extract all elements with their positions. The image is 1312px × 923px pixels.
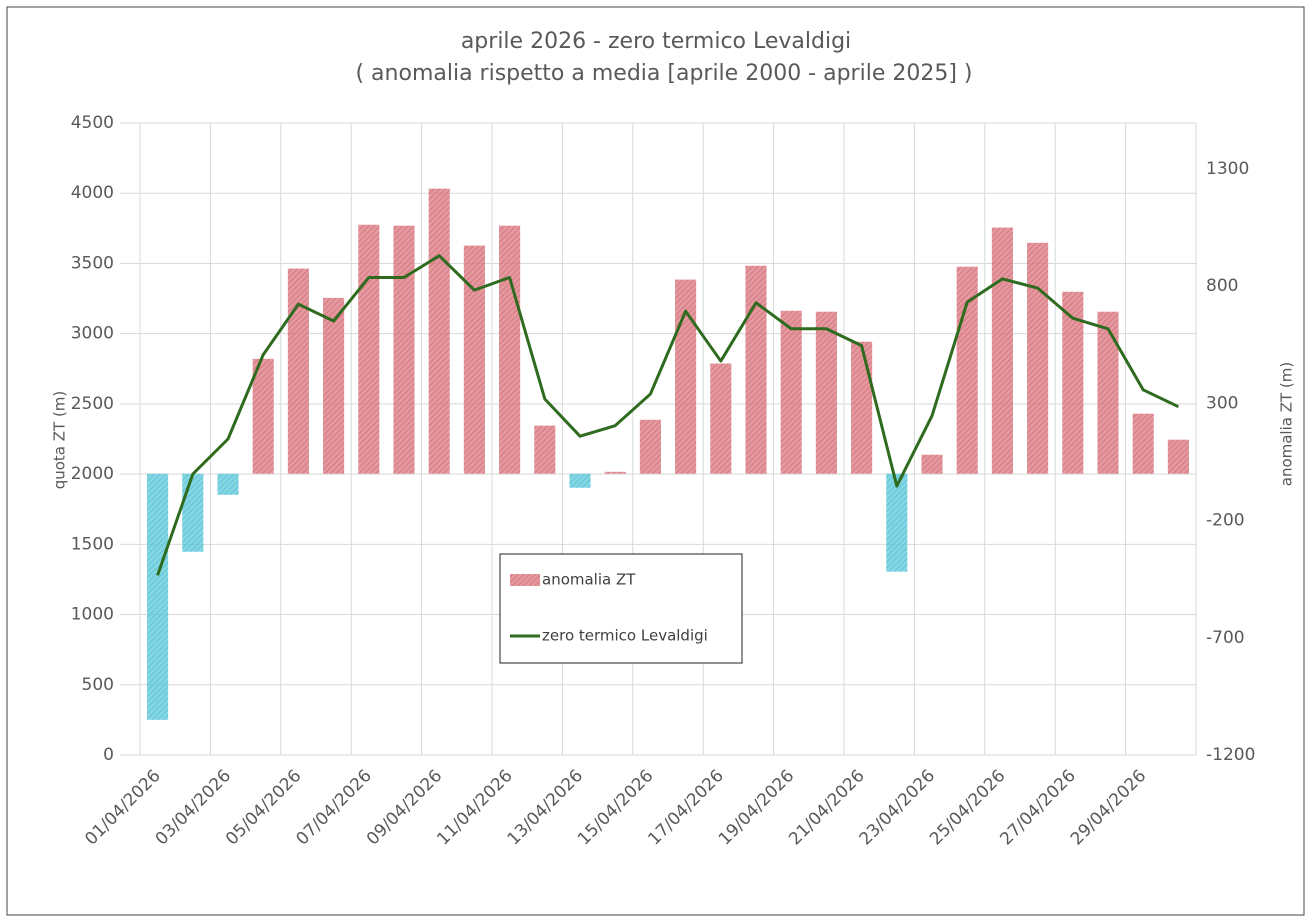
bar bbox=[217, 473, 239, 495]
chart-subtitle: ( anomalia rispetto a media [aprile 2000… bbox=[355, 61, 972, 86]
y2-tick-label: -200 bbox=[1206, 511, 1245, 531]
bar bbox=[1167, 439, 1189, 474]
bar bbox=[499, 225, 521, 474]
bar bbox=[252, 358, 274, 474]
bar bbox=[358, 224, 380, 474]
bar bbox=[710, 363, 732, 474]
y-tick-label: 0 bbox=[103, 745, 114, 765]
y-tick-label: 4000 bbox=[71, 183, 114, 203]
line bbox=[156, 254, 1180, 576]
bar bbox=[886, 473, 908, 572]
bar bbox=[428, 188, 450, 474]
y-tick-label: 1500 bbox=[71, 534, 114, 554]
bar bbox=[534, 425, 556, 474]
y-tick-label: 2000 bbox=[71, 464, 114, 484]
bar bbox=[569, 473, 591, 488]
y-tick-label: 3500 bbox=[71, 253, 114, 273]
bar bbox=[991, 227, 1013, 474]
y2-tick-label: -1200 bbox=[1206, 745, 1255, 765]
y2-tick-label: -700 bbox=[1206, 628, 1245, 648]
y-axis-title: quota ZT (m) bbox=[51, 391, 69, 490]
bar bbox=[463, 245, 485, 474]
bar bbox=[1097, 311, 1119, 474]
bar bbox=[147, 473, 169, 720]
y2-tick-label: 300 bbox=[1206, 393, 1238, 413]
bar bbox=[815, 311, 837, 474]
y2-tick-label: 1300 bbox=[1206, 159, 1249, 179]
legend-label: anomalia ZT bbox=[542, 571, 636, 589]
bar bbox=[780, 310, 802, 474]
bar bbox=[639, 419, 661, 474]
bar bbox=[393, 225, 415, 474]
bar bbox=[745, 265, 767, 474]
y-tick-label: 3000 bbox=[71, 324, 114, 344]
bar bbox=[182, 473, 204, 552]
bar bbox=[675, 279, 697, 474]
y-tick-label: 500 bbox=[82, 675, 114, 695]
bar bbox=[851, 341, 873, 474]
y-tick-label: 4500 bbox=[71, 113, 114, 133]
legend-box bbox=[499, 553, 743, 664]
bar bbox=[921, 454, 943, 474]
chart-title: aprile 2026 - zero termico Levaldigi bbox=[461, 29, 851, 54]
bar bbox=[323, 297, 345, 474]
legend-swatch bbox=[510, 574, 540, 586]
bar bbox=[1027, 242, 1049, 474]
legend-label: zero termico Levaldigi bbox=[542, 627, 708, 645]
bar bbox=[604, 471, 626, 474]
bar bbox=[287, 268, 309, 474]
bar bbox=[1062, 291, 1084, 474]
y2-tick-label: 800 bbox=[1206, 276, 1238, 296]
y2-axis-title: anomalia ZT (m) bbox=[1278, 362, 1296, 487]
bar bbox=[1132, 413, 1154, 474]
y-tick-label: 1000 bbox=[71, 605, 114, 625]
y-tick-label: 2500 bbox=[71, 394, 114, 414]
